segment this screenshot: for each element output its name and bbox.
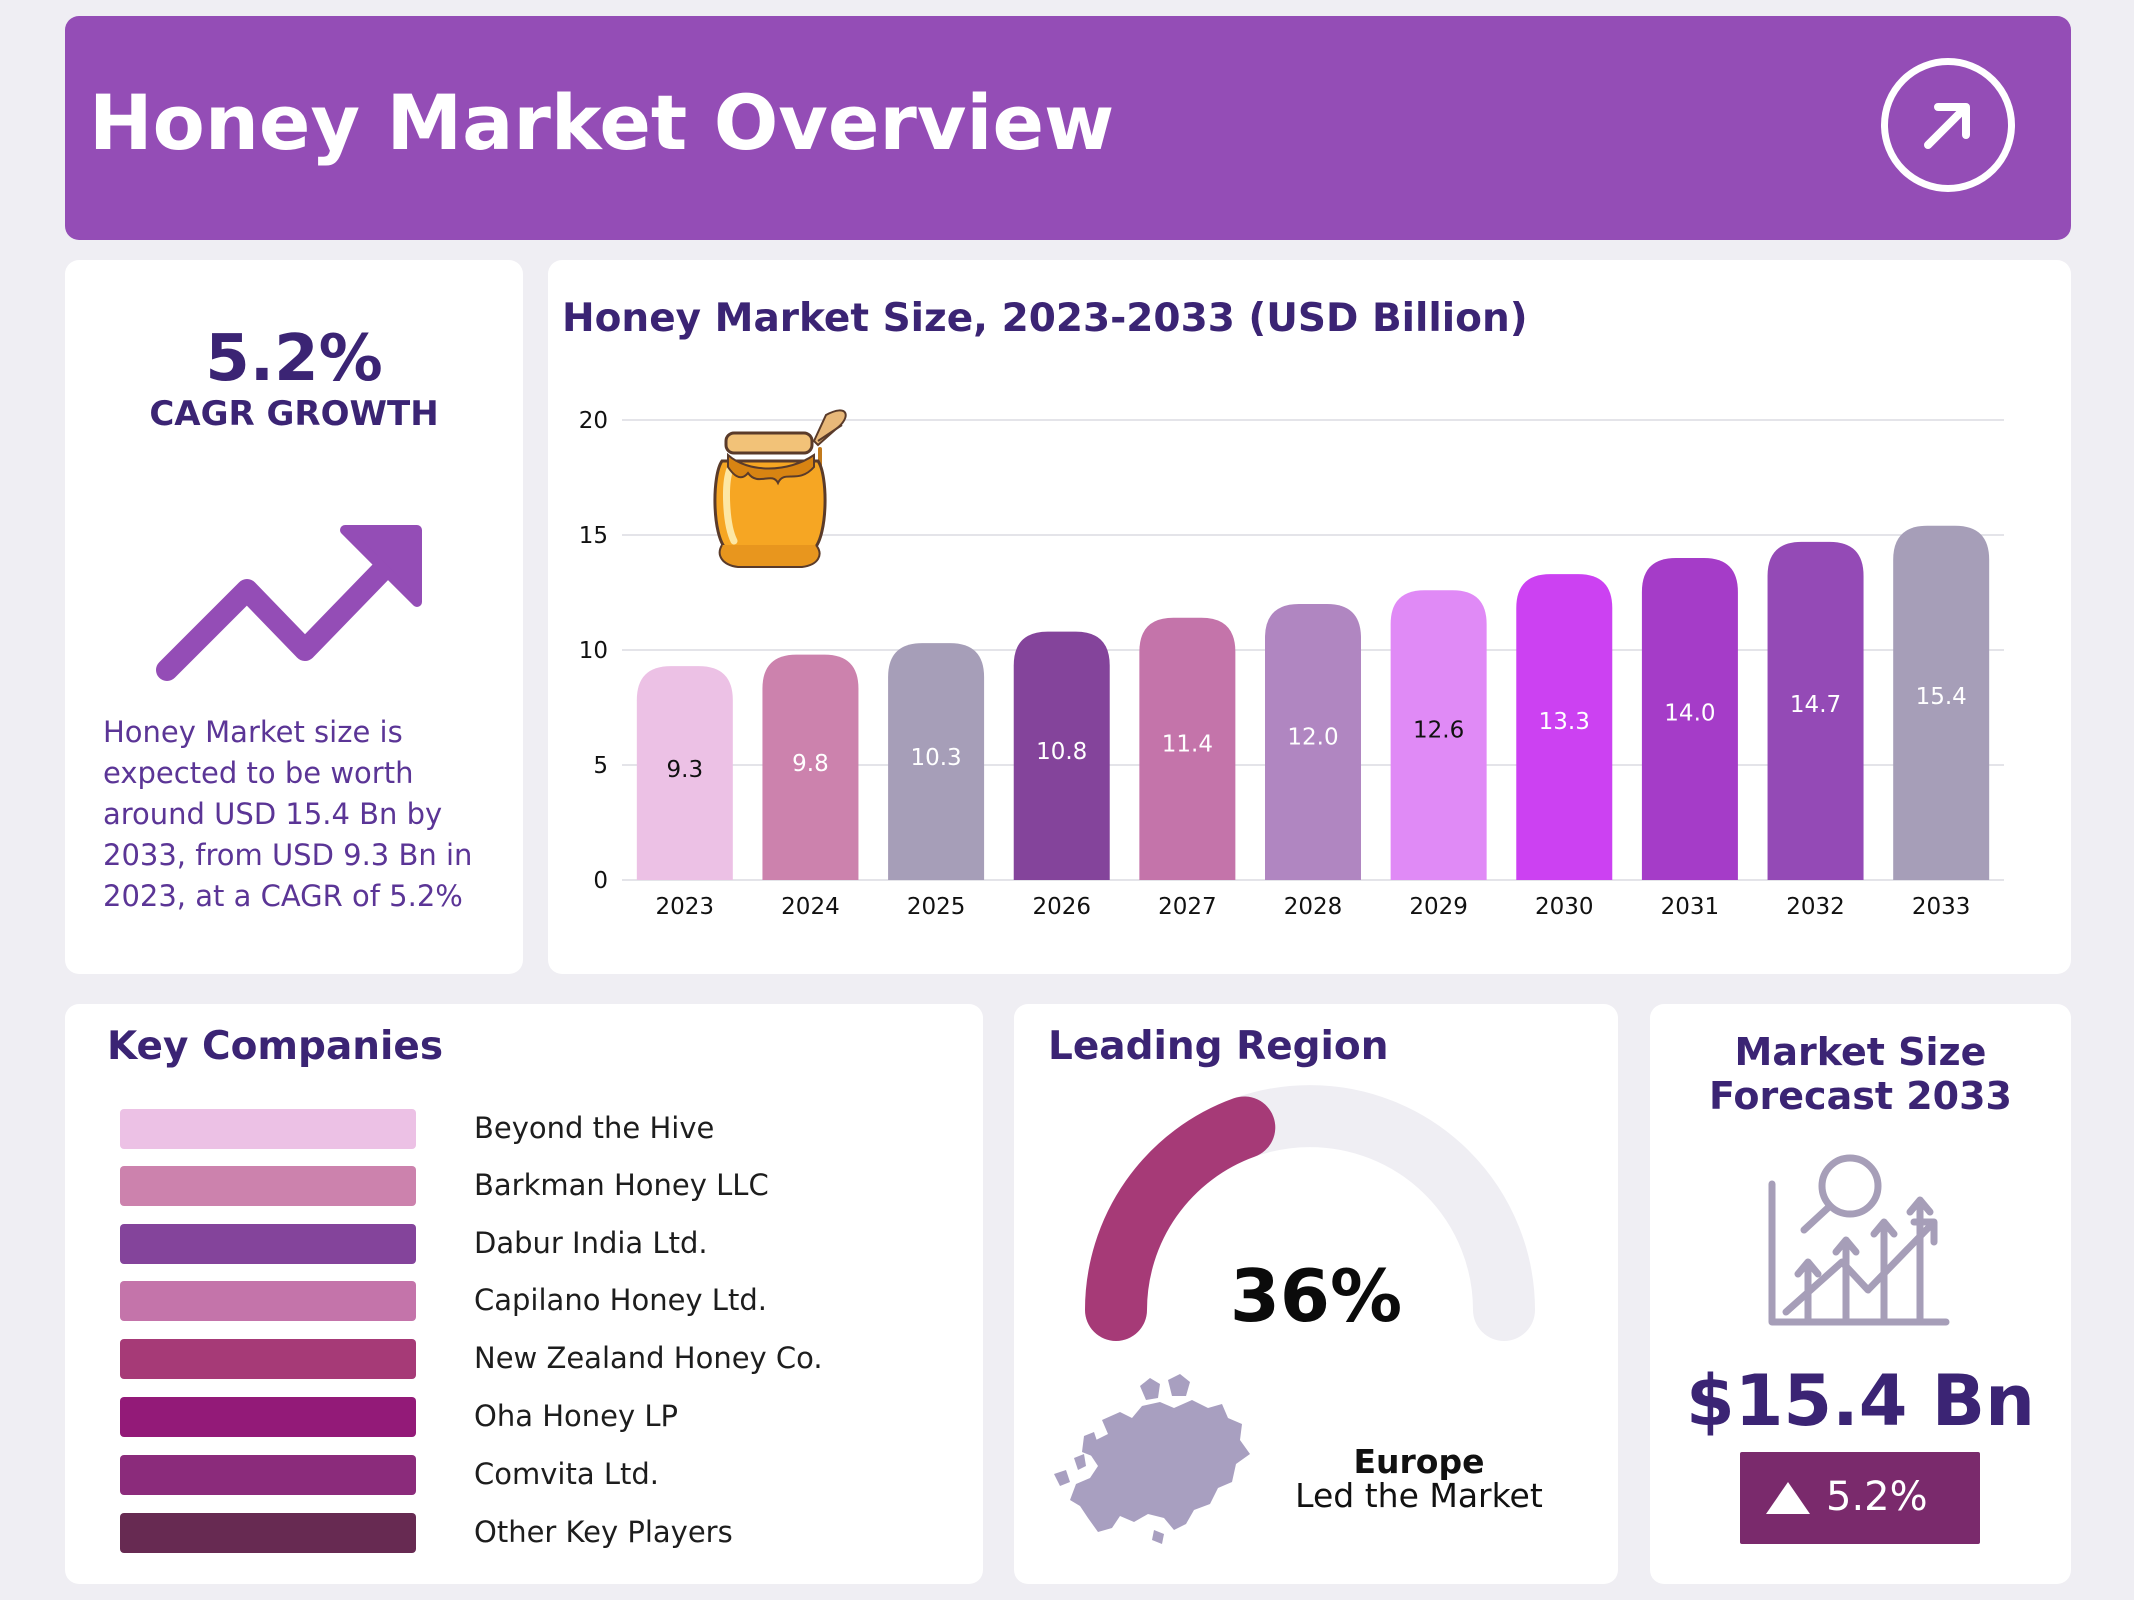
forecast-title: Market Size Forecast 2033: [1650, 1030, 2071, 1118]
x-tick-label: 2023: [656, 894, 715, 920]
bar-2027: [1139, 617, 1236, 880]
bar-value-label: 12.6: [1413, 717, 1464, 743]
company-name: Comvita Ltd.: [474, 1457, 659, 1491]
company-swatch: [120, 1166, 416, 1206]
bar-value-label: 9.3: [667, 757, 704, 783]
bar-value-label: 10.3: [910, 745, 961, 771]
x-tick-label: 2024: [781, 894, 840, 920]
bar-2031: [1641, 558, 1738, 880]
bar-2033: [1893, 525, 1990, 880]
company-row: Capilano Honey Ltd.: [120, 1281, 920, 1321]
company-swatch: [120, 1339, 416, 1379]
gauge-value: 36%: [1229, 1254, 1403, 1338]
company-swatch: [120, 1455, 416, 1495]
company-swatch: [120, 1224, 416, 1264]
leading-region-card: Leading Region 36% Europe Led the Market: [1014, 1004, 1618, 1584]
company-name: Other Key Players: [474, 1515, 733, 1549]
bar-2024: [762, 654, 859, 880]
company-swatch: [120, 1513, 416, 1553]
x-tick-label: 2027: [1158, 894, 1217, 920]
forecast-title-line2: Forecast 2033: [1709, 1074, 2012, 1118]
x-tick-label: 2031: [1661, 894, 1720, 920]
growth-badge: 5.2%: [1740, 1452, 1980, 1544]
company-swatch: [120, 1397, 416, 1437]
company-row: Comvita Ltd.: [120, 1455, 920, 1495]
cagr-label: CAGR GROWTH: [149, 394, 439, 434]
bar-2030: [1516, 574, 1613, 880]
forecast-title-line1: Market Size: [1734, 1030, 1987, 1074]
x-tick-label: 2032: [1786, 894, 1845, 920]
europe-map-icon: [1054, 1374, 1250, 1544]
bar-value-label: 15.4: [1916, 684, 1967, 710]
company-row: Dabur India Ltd.: [120, 1224, 920, 1264]
company-row: Other Key Players: [120, 1513, 920, 1553]
chart-title: Honey Market Size, 2023-2033 (USD Billio…: [562, 296, 1528, 341]
market-forecast-card: Market Size Forecast 2033 $15.4 Bn 5.2%: [1650, 1004, 2071, 1584]
x-tick-label: 2033: [1912, 894, 1971, 920]
gauge-fill: [1085, 1096, 1276, 1341]
x-tick-label: 2026: [1032, 894, 1091, 920]
y-tick-label: 10: [579, 638, 608, 664]
y-tick-label: 15: [579, 523, 608, 549]
key-companies-card: Key Companies Beyond the Hive Barkman Ho…: [65, 1004, 983, 1584]
company-row: Beyond the Hive: [120, 1109, 920, 1149]
bar-2023: [636, 666, 733, 880]
honey-jar-icon: [713, 409, 847, 568]
region-share-gauge: [1054, 1085, 1535, 1544]
cagr-description: Honey Market size is expected to be wort…: [103, 715, 473, 913]
bar-2032: [1767, 541, 1864, 880]
y-tick-label: 0: [593, 868, 608, 894]
y-tick-label: 20: [579, 408, 608, 434]
x-tick-label: 2025: [907, 894, 966, 920]
triangle-up-icon: [1766, 1482, 1810, 1514]
key-companies-title: Key Companies: [107, 1024, 444, 1069]
company-swatch: [120, 1281, 416, 1321]
company-row: Barkman Honey LLC: [120, 1166, 920, 1206]
region-caption: Led the Market: [1295, 1476, 1543, 1515]
growth-chart-magnifier-icon: [1768, 1154, 1950, 1326]
forecast-growth: 5.2%: [1826, 1474, 1928, 1520]
region-name: Europe: [1353, 1442, 1485, 1481]
bar-value-label: 12.0: [1287, 724, 1338, 750]
bar-value-label: 13.3: [1539, 709, 1590, 735]
y-tick-label: 5: [593, 753, 608, 779]
x-tick-label: 2028: [1284, 894, 1343, 920]
chart-card: Honey Market Size, 2023-2033 (USD Billio…: [548, 260, 2071, 974]
bar-value-label: 10.8: [1036, 739, 1087, 765]
x-tick-label: 2030: [1535, 894, 1594, 920]
company-name: Capilano Honey Ltd.: [474, 1283, 767, 1317]
company-name: Oha Honey LP: [474, 1399, 678, 1433]
company-name: Dabur India Ltd.: [474, 1226, 708, 1260]
bar-value-label: 14.7: [1790, 692, 1841, 718]
leading-region-title: Leading Region: [1048, 1024, 1389, 1069]
forecast-value: $15.4 Bn: [1686, 1360, 2035, 1442]
x-tick-label: 2029: [1409, 894, 1468, 920]
trend-up-arrow-icon: [156, 525, 422, 681]
company-name: Beyond the Hive: [474, 1111, 715, 1145]
cagr-card: 5.2% CAGR GROWTH Honey Market size is ex…: [65, 260, 523, 974]
company-name: Barkman Honey LLC: [474, 1168, 769, 1202]
bar-value-label: 11.4: [1162, 732, 1213, 758]
bar-value-label: 9.8: [792, 751, 829, 777]
company-name: New Zealand Honey Co.: [474, 1341, 823, 1375]
bar-value-label: 14.0: [1664, 701, 1715, 727]
company-swatch: [120, 1109, 416, 1149]
bar-2028: [1265, 604, 1361, 880]
bar-2026: [1013, 631, 1110, 880]
page-title: Honey Market Overview: [89, 78, 1115, 167]
arrow-up-right-icon: [1881, 58, 2015, 192]
cagr-value: 5.2%: [205, 322, 383, 396]
bar-2025: [888, 643, 985, 880]
bar-chart: 0 5 10 15 20 9.3 2023 9.8 2024 10.3 2025 10.8 2026 11…: [579, 408, 2004, 920]
header-banner: Honey Market Overview: [65, 16, 2071, 240]
bar-2029: [1390, 590, 1487, 880]
company-row: Oha Honey LP: [120, 1397, 920, 1437]
company-row: New Zealand Honey Co.: [120, 1339, 920, 1379]
